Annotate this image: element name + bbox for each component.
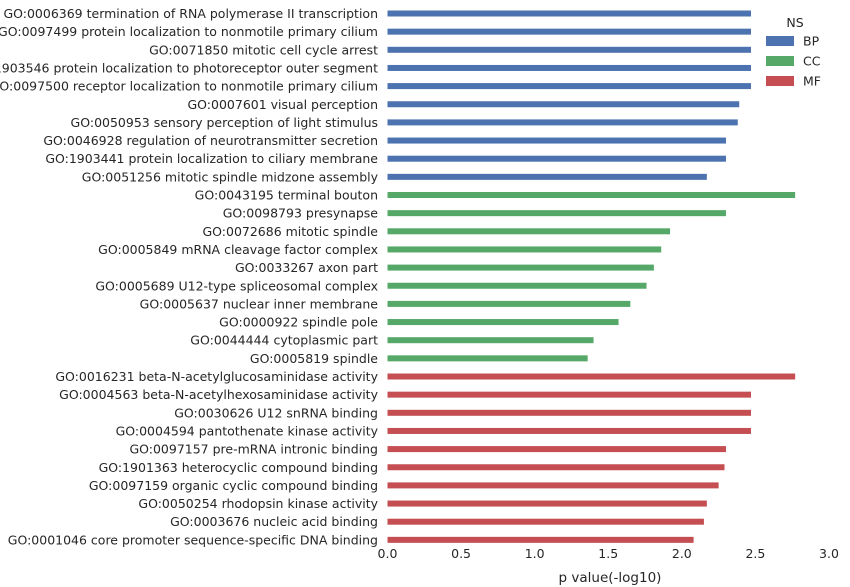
legend-label-bp: BP [803,34,820,49]
bar-mf [387,391,752,398]
bar-bp [387,10,752,17]
x-tick-label: 2.5 [745,546,765,561]
category-label: GO:0004594 pantothenate kinase activity [116,423,379,438]
category-label: GO:0097500 receptor localization to nonm… [0,79,378,94]
bar-mf [387,446,726,453]
category-label: GO:0050953 sensory perception of light s… [71,115,378,130]
category-label: GO:0005637 nuclear inner membrane [140,296,379,311]
bar-mf [387,482,719,489]
category-label: GO:0033267 axon part [235,260,378,275]
bar-cc [387,264,654,271]
bar-cc [387,355,588,362]
category-label: GO:0006369 termination of RNA polymerase… [3,6,378,21]
category-label: GO:0007601 visual perception [187,97,378,112]
category-label: GO:0097159 organic cyclic compound bindi… [89,478,378,493]
bars-layer [387,10,796,543]
bar-bp [387,64,752,71]
category-label: GO:1901363 heterocyclic compound binding [99,460,378,475]
category-label: GO:0072686 mitotic spindle [202,224,378,239]
x-tick-label: 0.0 [378,546,398,561]
bar-bp [387,137,726,144]
category-label: GO:0030626 U12 snRNA binding [174,405,378,420]
legend-swatch-cc [766,56,794,66]
legend-swatch-mf [766,76,794,86]
category-label: GO:0071850 mitotic cell cycle arrest [149,42,378,57]
category-label: GO:0001046 core promoter sequence-specif… [8,532,378,547]
category-label: GO:0098793 presynapse [223,206,379,221]
bar-mf [387,427,752,434]
category-label: GO:0005849 mRNA cleavage factor complex [98,242,378,257]
bar-cc [387,228,671,235]
bar-mf [387,373,796,380]
bar-mf [387,536,694,543]
bar-cc [387,282,647,289]
bar-bp [387,119,738,126]
bar-cc [387,300,631,307]
legend-items: BP CC MF [766,34,821,89]
category-label: GO:0016231 beta-N-acetylglucosaminidase … [55,369,378,384]
x-tick-label: 2.0 [672,546,692,561]
category-label: GO:1903546 protein localization to photo… [0,60,378,75]
bar-mf [387,500,707,507]
bar-cc [387,210,726,217]
bar-bp [387,173,707,180]
bar-bp [387,101,740,108]
x-tick-label: 1.5 [598,546,618,561]
legend-swatch-bp [766,36,794,46]
legend-title: NS [786,15,803,30]
bar-bp [387,83,752,90]
x-tick-label: 0.5 [451,546,471,561]
legend-label-mf: MF [803,74,821,89]
bar-cc [387,192,796,198]
category-label: GO:0044444 cytoplasmic part [190,333,378,348]
category-label: GO:0005689 U12-type spliceosomal complex [95,278,378,293]
category-label: GO:0043195 terminal bouton [195,188,378,203]
category-label: GO:0000922 spindle pole [219,315,378,330]
category-label: GO:0050254 rhodopsin kinase activity [138,496,378,511]
x-tick-label: 1.0 [525,546,545,561]
category-label: GO:0005819 spindle [250,351,378,366]
bar-bp [387,46,752,53]
legend: NS BP CC MF [766,15,821,89]
bar-bp [387,155,726,162]
category-label: GO:0004563 beta-N-acetylhexosaminidase a… [59,387,378,402]
bar-mf [387,464,725,471]
x-axis-ticks: 0.0 0.5 1.0 1.5 2.0 2.5 3.0 [378,546,839,561]
bar-mf [387,518,704,525]
legend-label-cc: CC [803,54,821,69]
category-label: GO:0051256 mitotic spindle midzone assem… [82,169,379,184]
bar-cc [387,319,619,326]
bar-mf [387,409,752,416]
category-label: GO:1903441 protein localization to cilia… [45,151,378,166]
category-label: GO:0097157 pre-mRNA intronic binding [129,442,378,457]
category-label: GO:0046928 regulation of neurotransmitte… [43,133,378,148]
x-axis-label: p value(-log10) [559,570,662,586]
category-label: GO:0003676 nucleic acid binding [170,514,378,529]
x-tick-label: 3.0 [819,546,839,561]
bar-cc [387,246,662,253]
bar-bp [387,28,752,35]
bar-cc [387,337,594,344]
category-labels: GO:0006369 termination of RNA polymerase… [0,6,379,547]
category-label: GO:0097499 protein localization to nonmo… [0,24,378,39]
